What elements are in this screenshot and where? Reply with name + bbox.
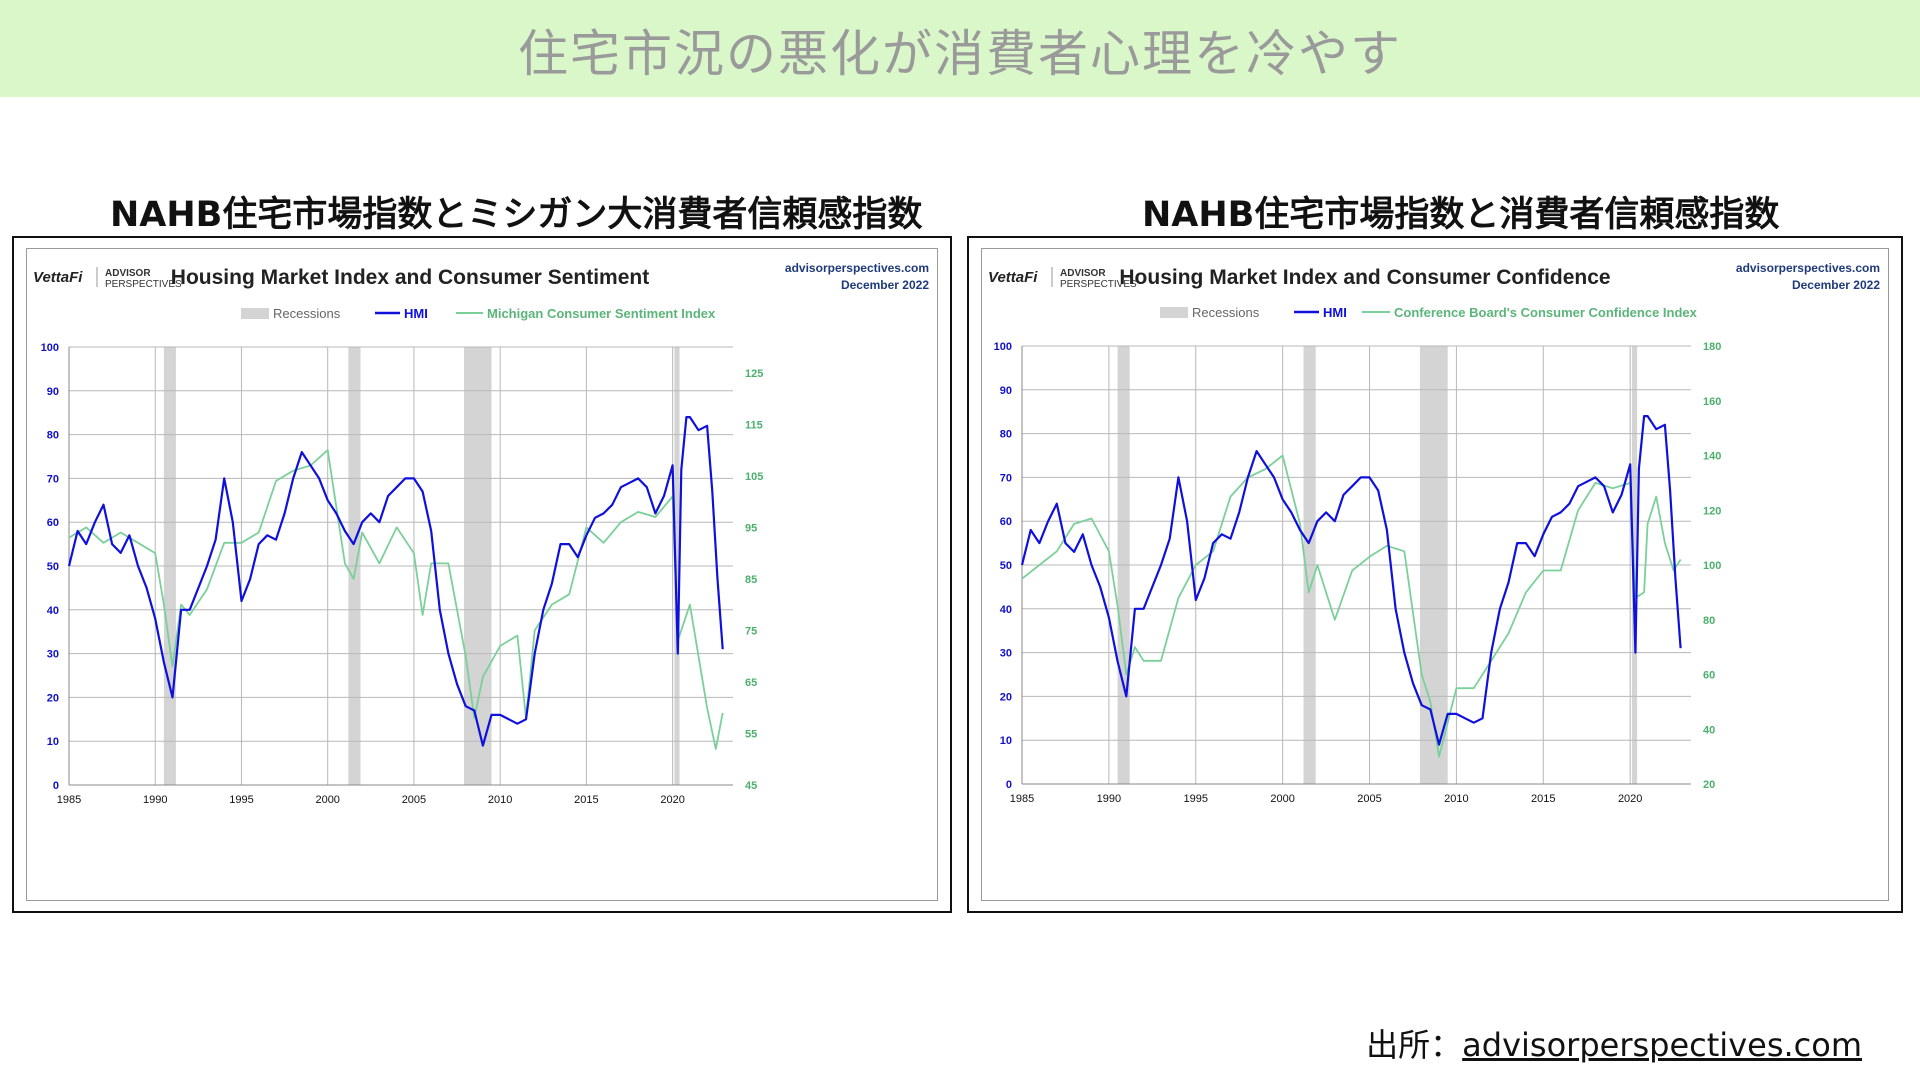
brand-bottom: PERSPECTIVES: [105, 279, 182, 290]
x-axis-tick-label: 2000: [315, 794, 339, 806]
left-axis-tick-label: 30: [1000, 648, 1012, 660]
x-axis-tick-label: 1990: [143, 794, 167, 806]
right-axis-tick-label: 85: [745, 574, 757, 586]
left-axis-tick-label: 20: [1000, 691, 1012, 703]
right-chart-inner: VettaFi ADVISOR PERSPECTIVES Housing Mar…: [981, 248, 1889, 901]
legend-label-sentiment: Michigan Consumer Sentiment Index: [487, 306, 716, 321]
left-axis-tick-label: 60: [1000, 516, 1012, 528]
legend-label-confidence: Conference Board's Consumer Confidence I…: [1394, 305, 1698, 320]
chart-title: Housing Market Index and Consumer Sentim…: [171, 266, 649, 289]
right-chart-svg: VettaFi ADVISOR PERSPECTIVES Housing Mar…: [988, 261, 1880, 805]
x-axis-tick-label: 1985: [1010, 793, 1034, 805]
brand-bottom: PERSPECTIVES: [1060, 279, 1137, 290]
left-axis-tick-label: 80: [47, 430, 59, 442]
x-axis-tick-label: 2000: [1270, 793, 1294, 805]
site-label: advisorperspectives.com: [1736, 261, 1880, 275]
right-axis-tick-label: 95: [745, 522, 757, 534]
left-axis-tick-label: 70: [47, 473, 59, 485]
site-label: advisorperspectives.com: [785, 261, 929, 275]
legend-label-recessions: Recessions: [1192, 305, 1260, 320]
left-axis-tick-label: 90: [1000, 385, 1012, 397]
title-banner: 住宅市況の悪化が消費者心理を冷やす: [0, 0, 1920, 97]
right-axis-tick-label: 60: [1703, 670, 1715, 682]
left-axis-tick-label: 10: [47, 736, 59, 748]
right-axis-tick-label: 120: [1703, 505, 1721, 517]
left-axis-tick-label: 100: [994, 341, 1012, 353]
right-axis-tick-label: 55: [745, 728, 757, 740]
right-chart-frame: VettaFi ADVISOR PERSPECTIVES Housing Mar…: [967, 236, 1903, 913]
left-chart-frame: VettaFi ADVISOR PERSPECTIVES Housing Mar…: [12, 236, 952, 913]
left-axis-tick-label: 10: [1000, 735, 1012, 747]
right-axis-tick-label: 65: [745, 677, 757, 689]
left-axis-tick-label: 30: [47, 649, 59, 661]
date-label: December 2022: [841, 278, 929, 292]
left-axis-tick-label: 40: [1000, 604, 1012, 616]
legend-swatch-recessions: [241, 308, 269, 319]
right-axis-tick-label: 45: [745, 780, 757, 792]
left-axis-tick-label: 50: [47, 561, 59, 573]
x-axis-tick-label: 1995: [1184, 793, 1208, 805]
x-axis-tick-label: 2020: [1618, 793, 1642, 805]
legend-label-hmi: HMI: [404, 306, 428, 321]
brand-top: ADVISOR: [1060, 268, 1106, 279]
source-link[interactable]: advisorperspectives.com: [1462, 1026, 1862, 1064]
legend-label-hmi: HMI: [1323, 305, 1347, 320]
right-axis-tick-label: 140: [1703, 451, 1721, 463]
left-panel-heading: NAHB住宅市場指数とミシガン大消費者信頼感指数: [110, 195, 923, 235]
left-axis-tick-label: 50: [1000, 560, 1012, 572]
legend-swatch-recessions: [1160, 307, 1188, 318]
legend: Recessions HMI Conference Board's Consum…: [1160, 305, 1698, 320]
x-axis-tick-label: 1985: [57, 794, 81, 806]
left-axis-tick-label: 20: [47, 692, 59, 704]
sentiment-series-line: [1021, 454, 1682, 758]
left-chart-svg: VettaFi ADVISOR PERSPECTIVES Housing Mar…: [33, 261, 929, 806]
x-axis-tick-label: 1990: [1097, 793, 1121, 805]
left-axis-tick-label: 0: [53, 780, 59, 792]
page-title: 住宅市況の悪化が消費者心理を冷やす: [518, 25, 1402, 83]
right-panel-heading: NAHB住宅市場指数と消費者信頼感指数: [1142, 195, 1780, 235]
right-axis-tick-label: 75: [745, 625, 757, 637]
right-axis-tick-label: 100: [1703, 560, 1721, 572]
plot-area: 0 10 20 30 40 50 60 70 80 90 100 45 55 65 75 85 95 105 115…: [41, 342, 764, 806]
source-note: 出所：advisorperspectives.com: [1366, 1020, 1862, 1066]
x-axis-tick-label: 2015: [1531, 793, 1555, 805]
left-axis-tick-label: 90: [47, 386, 59, 398]
x-axis-tick-label: 2010: [488, 794, 512, 806]
vettafi-logo: VettaFi: [988, 269, 1038, 286]
source-prefix: 出所：: [1366, 1026, 1463, 1064]
left-chart-inner: VettaFi ADVISOR PERSPECTIVES Housing Mar…: [26, 248, 938, 901]
left-axis-tick-label: 70: [1000, 472, 1012, 484]
x-axis-tick-label: 1995: [229, 794, 253, 806]
left-axis-tick-label: 40: [47, 605, 59, 617]
x-axis-tick-label: 2010: [1444, 793, 1468, 805]
right-axis-tick-label: 80: [1703, 615, 1715, 627]
hmi-series-line: [67, 416, 724, 747]
hmi-series-line: [1020, 415, 1682, 746]
x-axis-tick-label: 2005: [402, 794, 426, 806]
date-label: December 2022: [1792, 278, 1880, 292]
legend-label-recessions: Recessions: [273, 306, 341, 321]
right-axis-tick-label: 160: [1703, 396, 1721, 408]
chart-title: Housing Market Index and Consumer Confid…: [1119, 266, 1610, 289]
plot-area: 0 10 20 30 40 50 60 70 80 90 100 20 40 60 80 100 120 140 1…: [994, 341, 1722, 805]
right-axis-tick-label: 115: [745, 419, 763, 431]
left-axis-tick-label: 60: [47, 517, 59, 529]
right-axis-tick-label: 20: [1703, 779, 1715, 791]
vettafi-logo: VettaFi: [33, 269, 83, 286]
left-axis-tick-label: 100: [41, 342, 59, 354]
right-axis-tick-label: 180: [1703, 341, 1721, 353]
left-axis-tick-label: 80: [1000, 429, 1012, 441]
right-axis-tick-label: 125: [745, 368, 763, 380]
left-axis-tick-label: 0: [1006, 779, 1012, 791]
x-axis-tick-label: 2005: [1357, 793, 1381, 805]
brand-top: ADVISOR: [105, 268, 151, 279]
legend: Recessions HMI Michigan Consumer Sentime…: [241, 306, 716, 321]
sentiment-series-line: [68, 449, 724, 750]
x-axis-tick-label: 2020: [660, 794, 684, 806]
right-axis-tick-label: 40: [1703, 724, 1715, 736]
right-axis-tick-label: 105: [745, 471, 763, 483]
x-axis-tick-label: 2015: [574, 794, 598, 806]
